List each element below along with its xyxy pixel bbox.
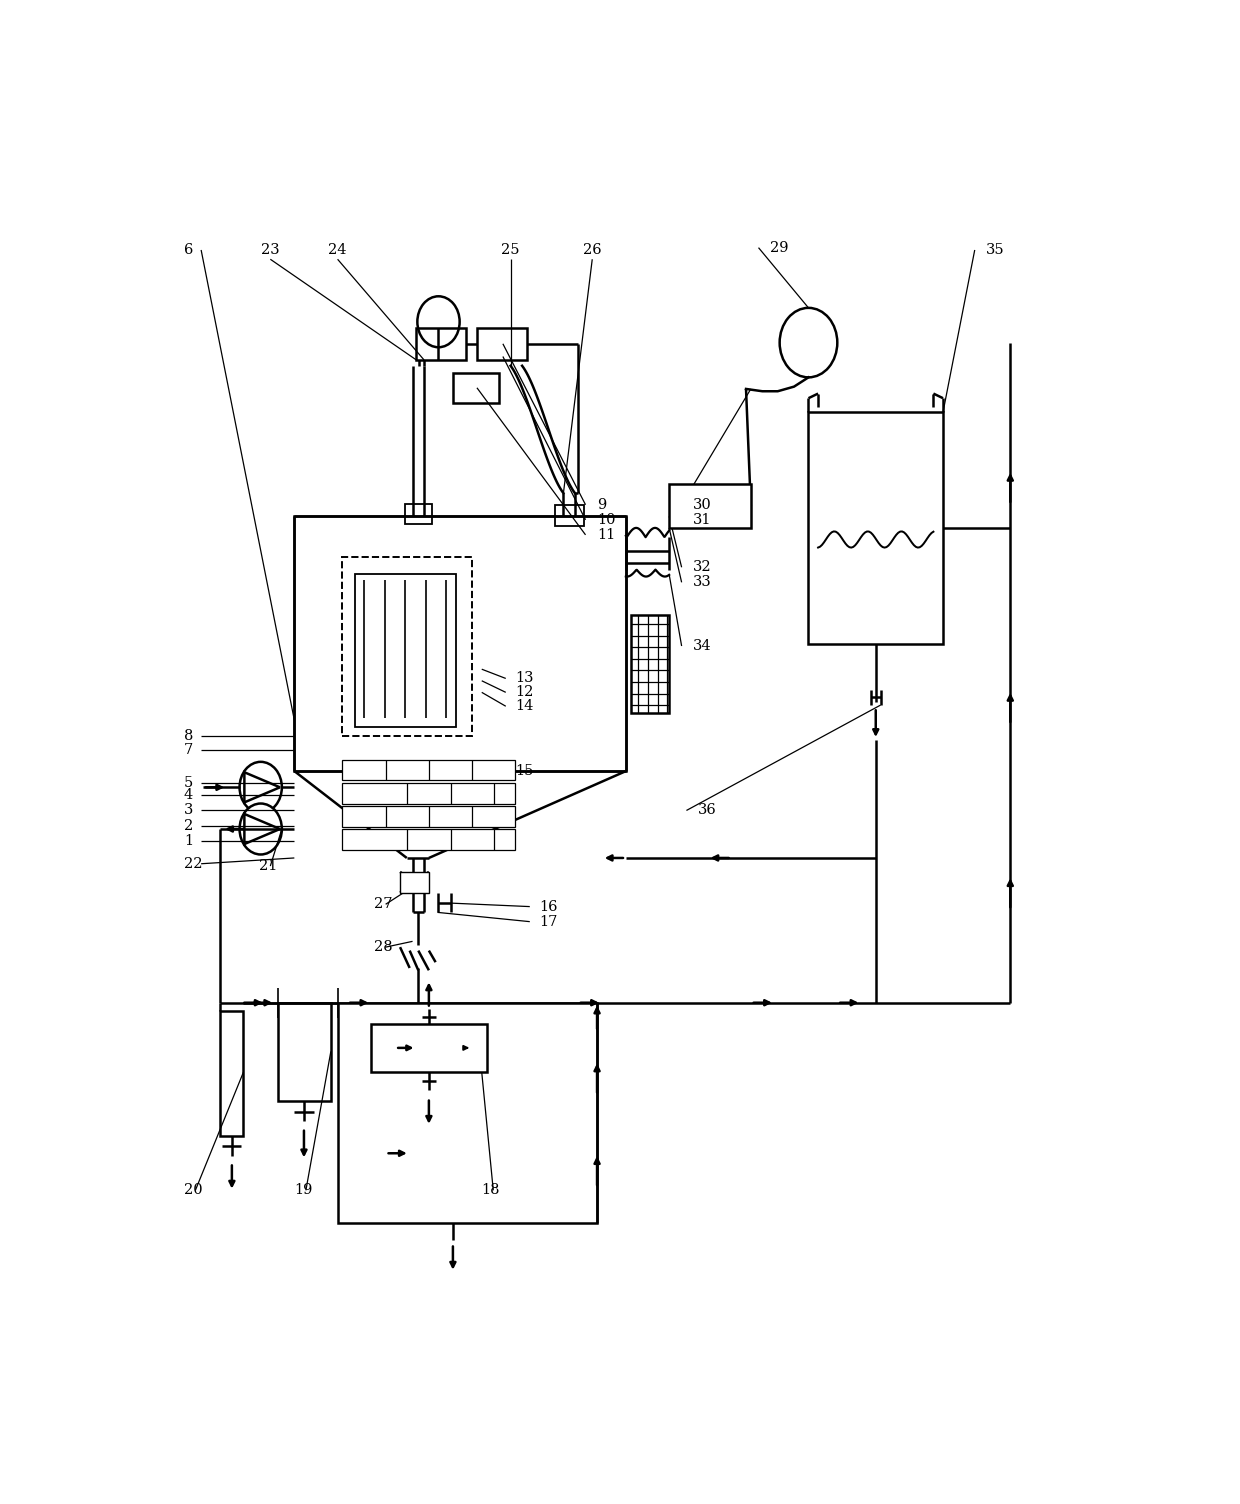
Text: 20: 20 <box>184 1184 202 1197</box>
Bar <box>221 1011 243 1136</box>
Text: 25: 25 <box>501 244 520 257</box>
Text: 8: 8 <box>184 729 193 743</box>
Bar <box>670 484 750 528</box>
Bar <box>453 373 498 403</box>
Bar <box>554 505 584 525</box>
Bar <box>477 328 527 359</box>
Text: 32: 32 <box>693 561 712 575</box>
Bar <box>278 1003 331 1101</box>
Circle shape <box>239 803 281 854</box>
Text: 6: 6 <box>184 244 193 257</box>
Bar <box>355 575 456 726</box>
Circle shape <box>239 763 281 812</box>
Text: 18: 18 <box>481 1184 500 1197</box>
Text: 15: 15 <box>516 764 533 778</box>
Text: 26: 26 <box>583 244 601 257</box>
Text: 16: 16 <box>539 899 558 913</box>
Text: 27: 27 <box>374 898 393 911</box>
Bar <box>342 806 516 827</box>
Text: 5: 5 <box>184 776 193 790</box>
Bar <box>371 1024 486 1072</box>
Text: 30: 30 <box>693 498 712 511</box>
Text: 13: 13 <box>516 671 534 686</box>
Text: 7: 7 <box>184 743 193 757</box>
Text: 23: 23 <box>260 244 279 257</box>
Text: 4: 4 <box>184 788 193 803</box>
Bar <box>342 829 516 850</box>
Bar <box>631 615 670 713</box>
Text: 36: 36 <box>698 803 717 818</box>
Text: 31: 31 <box>693 513 712 526</box>
Text: 2: 2 <box>184 818 193 833</box>
Bar <box>337 1003 598 1223</box>
Text: 29: 29 <box>770 241 789 254</box>
Bar <box>404 504 432 525</box>
Text: 24: 24 <box>327 244 346 257</box>
Bar <box>294 516 626 772</box>
Text: 34: 34 <box>693 639 712 653</box>
Text: 19: 19 <box>294 1184 312 1197</box>
Bar <box>342 760 516 781</box>
Text: 1: 1 <box>184 833 193 848</box>
Bar <box>417 328 466 359</box>
Bar <box>401 872 429 893</box>
Text: 3: 3 <box>184 803 193 818</box>
Text: 9: 9 <box>596 498 606 511</box>
Text: 12: 12 <box>516 686 533 699</box>
Bar <box>808 412 942 644</box>
Bar <box>342 782 516 803</box>
Text: 14: 14 <box>516 699 533 713</box>
Text: 17: 17 <box>539 914 558 928</box>
Bar <box>342 556 472 737</box>
Text: 11: 11 <box>596 528 615 541</box>
Text: 10: 10 <box>596 513 615 526</box>
Text: 35: 35 <box>986 244 1004 257</box>
Text: 22: 22 <box>184 857 202 871</box>
Text: 33: 33 <box>693 576 712 590</box>
Text: 28: 28 <box>374 940 393 954</box>
Text: 21: 21 <box>259 859 278 872</box>
